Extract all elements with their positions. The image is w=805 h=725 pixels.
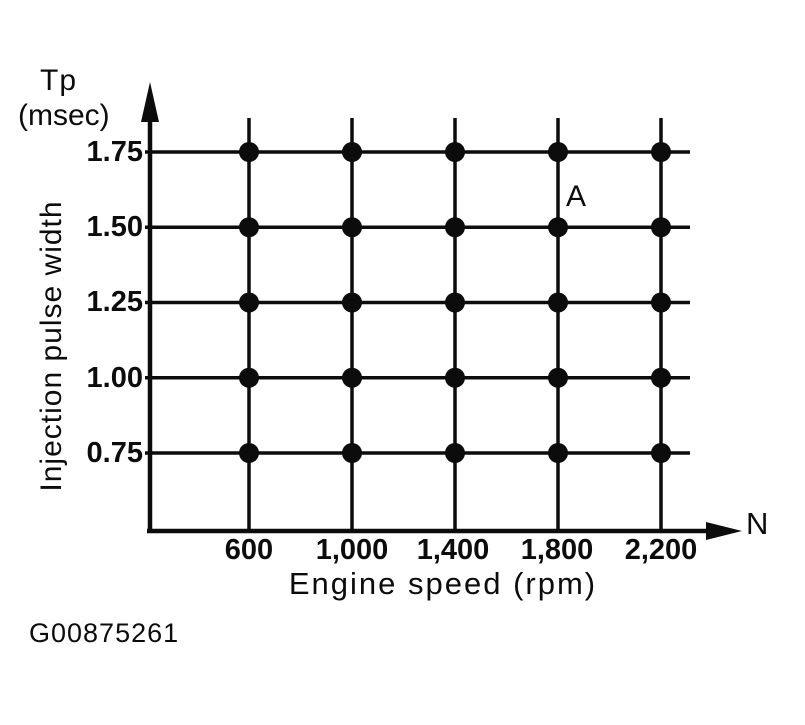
data-point	[651, 142, 671, 162]
x-axis-symbol: N	[746, 506, 769, 541]
data-point	[548, 142, 568, 162]
x-axis-arrowhead	[706, 522, 742, 540]
annotation-a: A	[566, 180, 587, 213]
data-point	[548, 292, 568, 313]
data-point	[651, 443, 671, 463]
data-point	[651, 367, 671, 388]
x-axis-title: Engine speed (rpm)	[288, 566, 598, 601]
data-point	[342, 217, 362, 238]
data-point	[239, 142, 259, 162]
y-axis-title-line2: (msec)	[18, 99, 110, 132]
x-tick-label: 2,200	[624, 534, 698, 566]
data-point	[445, 367, 465, 388]
data-point	[239, 217, 259, 238]
data-point	[548, 367, 568, 388]
x-tick-label: 1,800	[520, 534, 594, 566]
data-point	[342, 367, 362, 388]
x-tick-label: 1,000	[315, 534, 389, 566]
y-tick-label: 1.50	[86, 211, 143, 243]
data-point	[342, 142, 362, 162]
data-point	[651, 292, 671, 313]
data-point	[548, 443, 568, 463]
data-point	[239, 367, 259, 388]
y-axis-title-line1: Tp	[40, 64, 78, 97]
data-point	[239, 443, 259, 463]
data-point	[342, 443, 362, 463]
y-tick-label: 1.25	[86, 286, 143, 318]
data-point	[651, 217, 671, 238]
data-point	[239, 292, 259, 313]
data-point	[342, 292, 362, 313]
x-tick-label: 600	[224, 534, 274, 566]
data-point	[445, 443, 465, 463]
y-tick-label: 0.75	[86, 437, 143, 469]
y-tick-label: 1.75	[86, 136, 143, 168]
y-axis-arrowhead	[141, 82, 159, 122]
data-point	[445, 217, 465, 238]
x-tick-label: 1,400	[416, 534, 490, 566]
y-tick-label: 1.00	[86, 362, 143, 394]
data-point	[445, 142, 465, 162]
data-point	[445, 292, 465, 313]
figure-code: G00875261	[29, 618, 180, 648]
data-point	[548, 217, 568, 238]
